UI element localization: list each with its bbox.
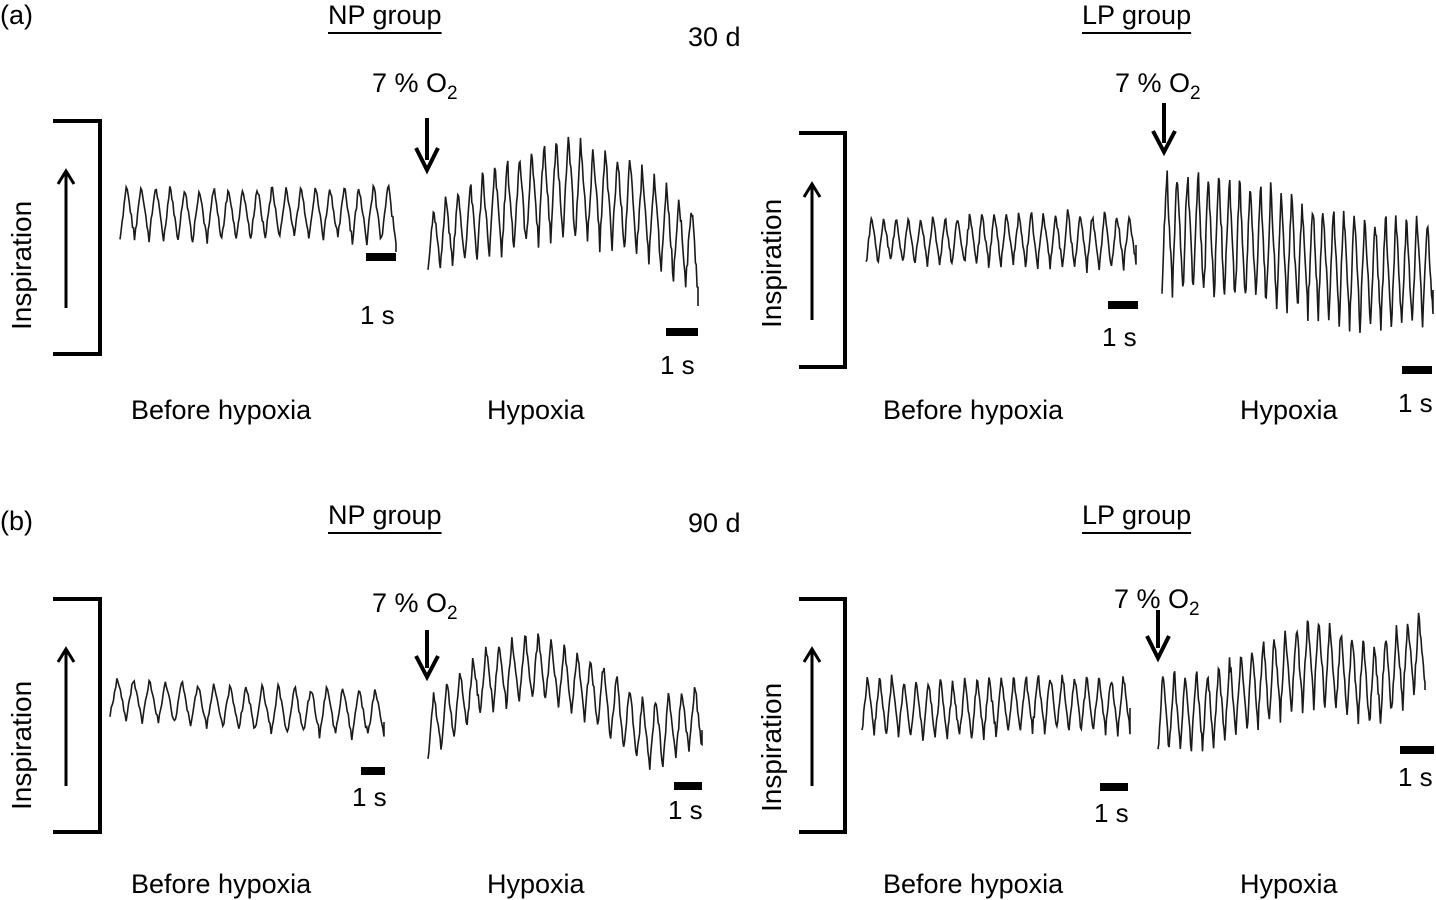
- condition-label-hypoxia: Hypoxia: [487, 869, 585, 899]
- group-title-np-90d: NP group: [328, 500, 442, 530]
- bracket-icon: [53, 119, 102, 356]
- o2-onset-arrow-icon: [1151, 103, 1177, 157]
- stimulus-label-o2: 7 % O2: [1115, 68, 1201, 104]
- bracket-icon: [799, 131, 847, 369]
- scale-bar-label: 1 s: [352, 782, 387, 812]
- scale-bar-label: 1 s: [1094, 798, 1129, 828]
- scale-bar-label: 1 s: [668, 795, 703, 825]
- group-title-lp-30d: LP group: [1082, 0, 1192, 30]
- trace-b-lp-before: [861, 674, 1131, 741]
- trace-a-lp-before: [865, 209, 1137, 274]
- o2-onset-arrow-icon: [414, 630, 440, 682]
- condition-label-hypoxia: Hypoxia: [487, 395, 585, 425]
- o2-onset-arrow-icon: [1145, 610, 1171, 663]
- condition-label-hypoxia: Hypoxia: [1240, 869, 1338, 899]
- scale-bar: [366, 253, 396, 261]
- scale-bar: [674, 782, 702, 790]
- trace-b-np-before: [109, 678, 385, 741]
- age-label-90d: 90 d: [688, 508, 741, 538]
- scale-bar-label: 1 s: [360, 300, 395, 330]
- scale-bar-label: 1 s: [1398, 762, 1433, 792]
- condition-label-before-hypoxia: Before hypoxia: [883, 395, 1064, 425]
- trace-a-lp-hypoxia: [1161, 170, 1434, 333]
- age-label-30d: 30 d: [688, 22, 741, 52]
- scale-bar: [1400, 746, 1434, 754]
- stimulus-label-o2: 7 % O2: [372, 588, 458, 624]
- scale-bar: [1402, 366, 1432, 374]
- scale-bar-label: 1 s: [660, 350, 695, 380]
- scale-bar: [361, 767, 385, 775]
- condition-label-before-hypoxia: Before hypoxia: [883, 869, 1064, 899]
- stimulus-label-o2: 7 % O2: [372, 68, 458, 104]
- bracket-icon: [53, 597, 102, 834]
- panel-label-a: (a): [0, 0, 33, 30]
- o2-onset-arrow-icon: [414, 118, 440, 175]
- scale-bar: [1100, 783, 1128, 791]
- scale-bar: [1108, 301, 1138, 309]
- scale-bar-label: 1 s: [1102, 322, 1137, 352]
- group-title-lp-90d: LP group: [1082, 500, 1192, 530]
- trace-b-np-hypoxia: [427, 633, 703, 770]
- trace-b-lp-hypoxia: [1157, 612, 1426, 752]
- panel-label-b: (b): [0, 506, 33, 536]
- inspiration-arrow-icon: [56, 646, 76, 786]
- group-title-np-30d: NP group: [328, 0, 442, 30]
- condition-label-before-hypoxia: Before hypoxia: [131, 869, 312, 899]
- inspiration-arrow-icon: [802, 646, 822, 786]
- stimulus-label-o2: 7 % O2: [1114, 584, 1200, 620]
- condition-label-before-hypoxia: Before hypoxia: [131, 395, 312, 425]
- scale-bar-label: 1 s: [1398, 388, 1433, 418]
- scale-bar: [666, 328, 698, 336]
- condition-label-hypoxia: Hypoxia: [1240, 395, 1338, 425]
- inspiration-arrow-icon: [56, 168, 76, 308]
- respiratory-traces: [109, 136, 1434, 770]
- inspiration-arrow-icon: [802, 181, 822, 320]
- bracket-icon: [799, 597, 847, 834]
- trace-a-np-before: [119, 183, 397, 252]
- trace-a-np-hypoxia: [427, 136, 699, 306]
